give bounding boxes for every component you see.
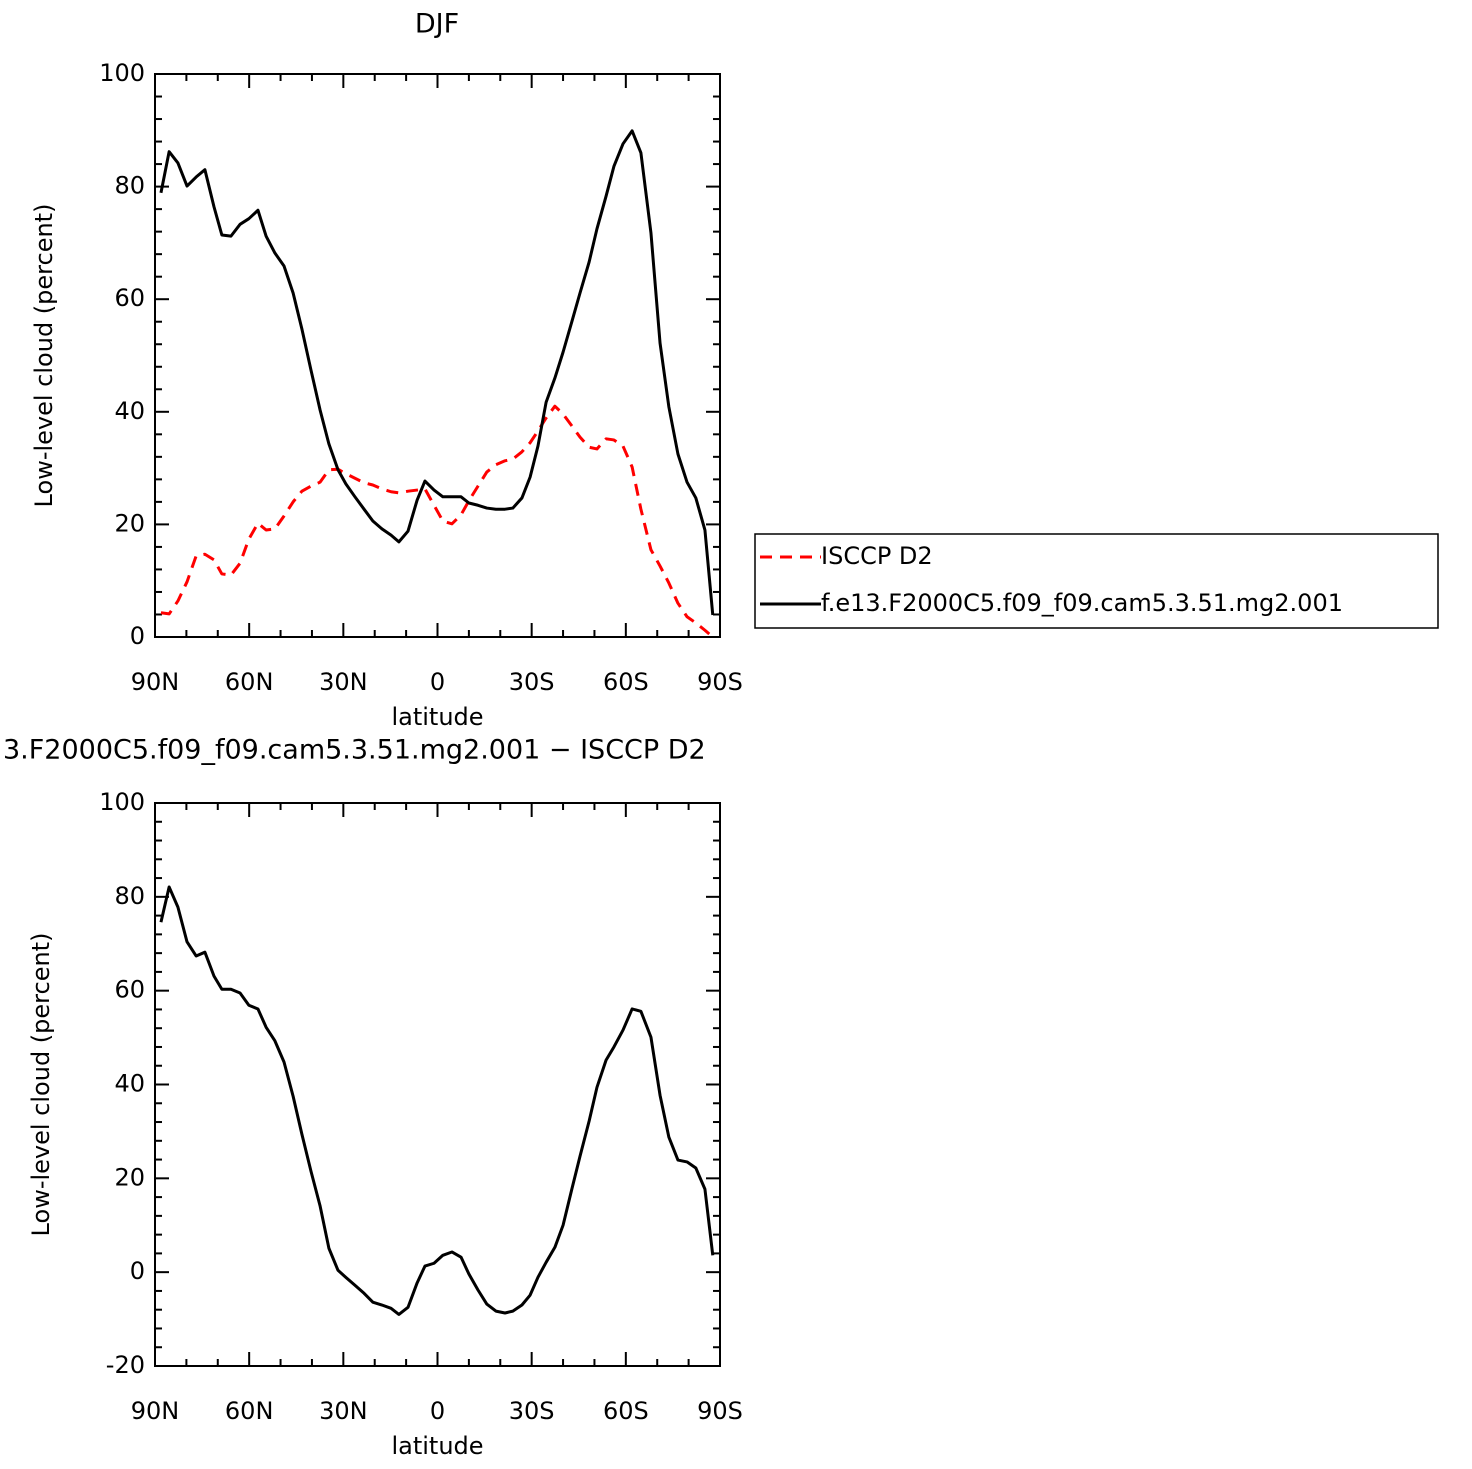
x-tick-label: 60N bbox=[225, 1397, 274, 1425]
legend-label: f.e13.F2000C5.f09_f09.cam5.3.51.mg2.001 bbox=[821, 589, 1343, 617]
y-tick-label: 0 bbox=[130, 622, 145, 650]
x-tick-label: 30S bbox=[509, 668, 555, 696]
y-tick-label: 60 bbox=[114, 284, 145, 312]
y-axis-label: Low-level cloud (percent) bbox=[30, 204, 58, 508]
y-tick-label: -20 bbox=[106, 1351, 145, 1379]
x-tick-label: 30N bbox=[319, 1397, 368, 1425]
x-tick-label: 90N bbox=[131, 668, 180, 696]
x-tick-label: 0 bbox=[430, 668, 445, 696]
y-tick-label: 100 bbox=[99, 59, 145, 87]
x-tick-label: 90S bbox=[697, 668, 743, 696]
y-tick-label: 20 bbox=[114, 1163, 145, 1191]
chart-title: 3.F2000C5.f09_f09.cam5.3.51.mg2.001 − IS… bbox=[3, 735, 706, 766]
chart: 3.F2000C5.f09_f09.cam5.3.51.mg2.001 − IS… bbox=[3, 735, 743, 1461]
chart: DJF latitude Low-level cloud (percent) 0 20 4… bbox=[30, 9, 1439, 731]
y-tick-label: 60 bbox=[114, 976, 145, 1004]
y-tick-label: 40 bbox=[114, 397, 145, 425]
plot-frame bbox=[154, 802, 721, 1367]
data-line bbox=[159, 885, 715, 1316]
data-line bbox=[160, 404, 714, 639]
x-tick-label: 30N bbox=[319, 668, 368, 696]
y-tick-label: 20 bbox=[114, 509, 145, 537]
y-tick-label: 80 bbox=[114, 882, 145, 910]
x-tick-label: 60S bbox=[603, 1397, 649, 1425]
plot-frame bbox=[154, 73, 721, 638]
y-axis-label: Low-level cloud (percent) bbox=[27, 933, 55, 1237]
x-tick-label: 30S bbox=[509, 1397, 555, 1425]
y-tick-label: 80 bbox=[114, 172, 145, 200]
data-line bbox=[159, 129, 715, 616]
chart-title: DJF bbox=[415, 9, 459, 40]
x-tick-label: 0 bbox=[430, 1397, 445, 1425]
x-tick-label: 90S bbox=[697, 1397, 743, 1425]
legend-box bbox=[754, 533, 1439, 629]
x-tick-label: 90N bbox=[131, 1397, 180, 1425]
legend-label: ISCCP D2 bbox=[821, 542, 933, 570]
y-tick-label: 100 bbox=[99, 788, 145, 816]
y-tick-label: 40 bbox=[114, 1070, 145, 1098]
legend: ISCCP D2 f.e13.F2000C5.f09_f09.cam5.3.51.… bbox=[754, 533, 1439, 629]
x-tick-label: 60S bbox=[603, 668, 649, 696]
x-axis-label: latitude bbox=[391, 703, 483, 731]
x-tick-label: 60N bbox=[225, 668, 274, 696]
x-axis-label: latitude bbox=[391, 1432, 483, 1460]
y-tick-label: 0 bbox=[130, 1257, 145, 1285]
